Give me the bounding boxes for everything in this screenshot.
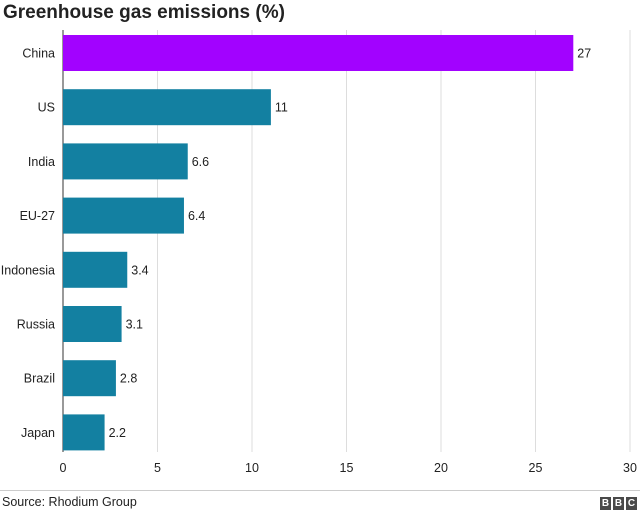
- bbc-logo-letter: C: [626, 497, 637, 510]
- category-label: EU-27: [20, 209, 55, 223]
- category-label: Japan: [21, 426, 55, 440]
- bar-eu-27: [63, 197, 184, 234]
- bar-russia: [63, 306, 122, 342]
- x-tick-label: 0: [60, 461, 67, 475]
- value-labels: 27 11 6.6 6.4 3.4 3.1 2.8 2.2: [109, 47, 592, 440]
- x-tick-label: 20: [434, 461, 448, 475]
- bars: [63, 35, 574, 451]
- x-tick-label: 10: [245, 461, 259, 475]
- category-label: Russia: [17, 318, 55, 332]
- value-label: 3.4: [131, 263, 148, 277]
- category-label: Brazil: [24, 372, 55, 386]
- x-tick-label: 5: [154, 461, 161, 475]
- x-axis-ticks: 0 5 10 15 20 25 30: [60, 461, 637, 475]
- bar-japan: [63, 414, 105, 451]
- value-label: 3.1: [126, 318, 143, 332]
- bar-us: [63, 89, 271, 126]
- bbc-logo-letter: B: [600, 497, 611, 510]
- value-label: 6.4: [188, 209, 205, 223]
- bbc-logo-letter: B: [613, 497, 624, 510]
- x-tick-label: 15: [340, 461, 354, 475]
- value-label: 27: [577, 47, 591, 61]
- value-label: 2.8: [120, 372, 137, 386]
- category-label: Indonesia: [1, 263, 55, 277]
- bar-chart: China US India EU-27 Indonesia Russia Brazil Ja…: [1, 30, 637, 475]
- category-labels: China US India EU-27 Indonesia Russia Brazil Ja…: [1, 47, 55, 440]
- category-label: US: [38, 101, 55, 115]
- chart-title: Greenhouse gas emissions (%): [3, 2, 285, 23]
- value-label: 6.6: [192, 155, 209, 169]
- bbc-logo: B B C: [600, 497, 637, 510]
- category-label: India: [28, 155, 55, 169]
- source-note: Source: Rhodium Group: [2, 495, 137, 509]
- bar-china: [63, 35, 574, 71]
- bar-india: [63, 143, 188, 180]
- category-label: China: [22, 47, 55, 61]
- value-label: 2.2: [109, 426, 126, 440]
- bar-brazil: [63, 360, 116, 397]
- value-label: 11: [275, 101, 288, 115]
- x-tick-label: 25: [529, 461, 543, 475]
- footer-divider: [0, 490, 640, 491]
- bar-indonesia: [63, 251, 128, 288]
- x-tick-label: 30: [623, 461, 637, 475]
